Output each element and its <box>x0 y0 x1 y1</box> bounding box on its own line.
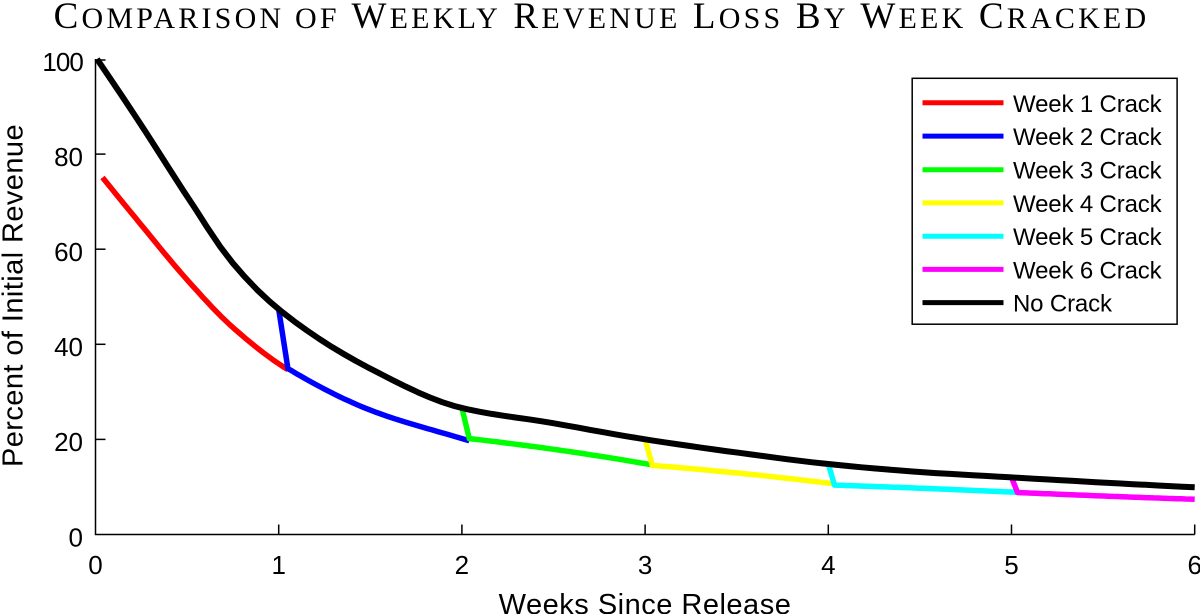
svg-text:5: 5 <box>1004 550 1018 580</box>
svg-text:6: 6 <box>1187 550 1200 580</box>
svg-text:2: 2 <box>455 550 469 580</box>
svg-text:Percent of Initial Revenue: Percent of Initial Revenue <box>0 124 30 467</box>
svg-text:Week 5 Crack: Week 5 Crack <box>1013 224 1163 251</box>
svg-text:100: 100 <box>42 47 83 77</box>
svg-text:Week 2 Crack: Week 2 Crack <box>1013 124 1163 151</box>
svg-text:Weeks Since Release: Weeks Since Release <box>499 589 792 614</box>
svg-text:Week 4 Crack: Week 4 Crack <box>1013 191 1163 218</box>
svg-text:Week 3 Crack: Week 3 Crack <box>1013 158 1163 185</box>
svg-text:20: 20 <box>54 427 83 457</box>
svg-text:60: 60 <box>54 237 83 267</box>
svg-text:Week 1 Crack: Week 1 Crack <box>1013 91 1163 118</box>
svg-text:Week 6 Crack: Week 6 Crack <box>1013 257 1163 284</box>
svg-text:3: 3 <box>638 550 652 580</box>
svg-text:4: 4 <box>821 550 835 580</box>
svg-text:0: 0 <box>69 522 83 552</box>
svg-text:40: 40 <box>54 332 83 362</box>
svg-text:0: 0 <box>88 550 102 580</box>
svg-text:1: 1 <box>271 550 285 580</box>
svg-text:No Crack: No Crack <box>1013 291 1113 318</box>
svg-text:COMPARISON OF WEEKLY REVENUE L: COMPARISON OF WEEKLY REVENUE LOSS BY WEE… <box>54 0 1150 37</box>
svg-text:80: 80 <box>54 142 83 172</box>
